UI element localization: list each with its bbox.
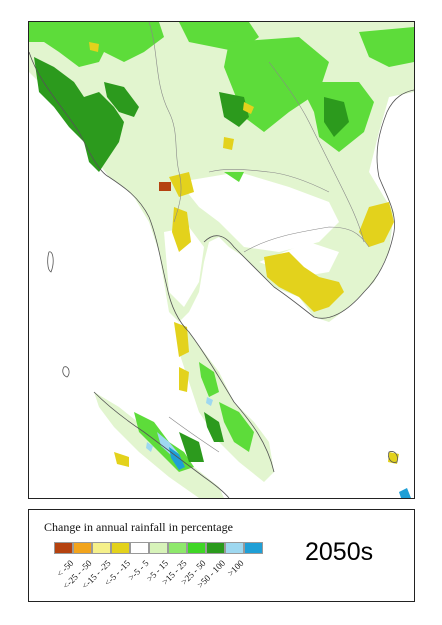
legend-title: Change in annual rainfall in percentage: [44, 520, 233, 534]
blue-zones: [146, 397, 411, 498]
legend-swatch-row: [54, 542, 263, 554]
rainfall-change-map: [28, 21, 415, 499]
period-label: 2050s: [305, 538, 374, 566]
country-borders: [148, 22, 370, 453]
legend-swatch: [244, 542, 263, 554]
legend-swatch: [54, 542, 73, 554]
map-canvas: [29, 22, 414, 498]
legend-swatch: [206, 542, 225, 554]
legend-swatch: [92, 542, 111, 554]
yellow-zones: [89, 42, 399, 467]
legend-label: >100: [224, 558, 246, 579]
dark-green-zones: [34, 57, 349, 462]
legend-swatch: [149, 542, 168, 554]
legend-swatch: [73, 542, 92, 554]
legend-swatch: [168, 542, 187, 554]
white-zones: [164, 172, 339, 307]
legend: Change in annual rainfall in percentage …: [28, 509, 415, 602]
coastlines: [29, 51, 414, 498]
legend-swatch: [225, 542, 244, 554]
legend-swatch: [130, 542, 149, 554]
legend-swatch: [111, 542, 130, 554]
brown-cell: [159, 182, 171, 191]
legend-swatch: [187, 542, 206, 554]
